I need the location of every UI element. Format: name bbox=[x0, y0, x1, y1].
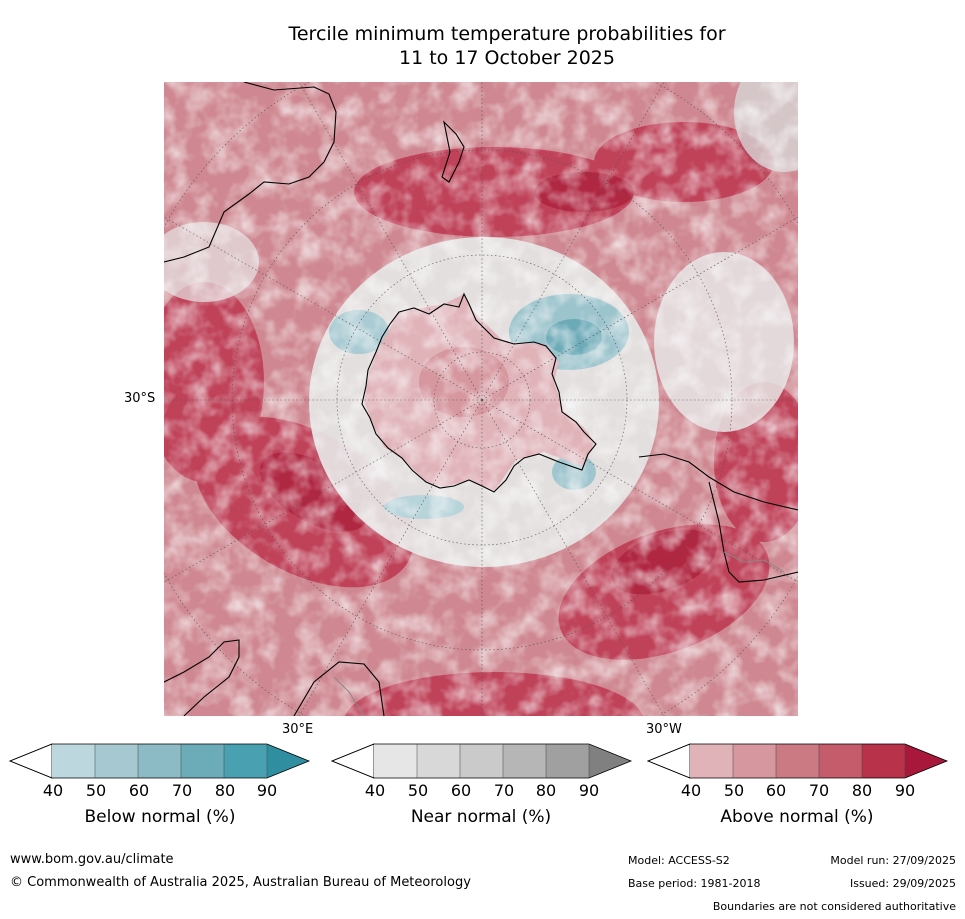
colorbar-near-segment bbox=[460, 744, 503, 778]
colorbar-above bbox=[646, 743, 949, 779]
south-america-coast bbox=[638, 453, 798, 511]
map-svg bbox=[164, 82, 798, 716]
above-tick: 60 bbox=[765, 781, 787, 800]
below-tick: 90 bbox=[256, 781, 278, 800]
near-tick: 70 bbox=[493, 781, 515, 800]
title-line-2: 11 to 17 October 2025 bbox=[399, 47, 615, 69]
below-tick: 40 bbox=[42, 781, 64, 800]
country-borders bbox=[333, 551, 785, 716]
footer-model: Model: ACCESS-S2 bbox=[628, 854, 730, 867]
colorbar-below-outline bbox=[8, 743, 311, 779]
colorbar-near-segment bbox=[374, 744, 417, 778]
colorbar-near-svg bbox=[330, 743, 633, 779]
colorbar-above-segment bbox=[690, 744, 733, 778]
colorbar-below-label: Below normal (%) bbox=[84, 807, 236, 827]
footer-issued: Issued: 29/09/2025 bbox=[849, 877, 956, 890]
new-zealand-coast bbox=[441, 120, 465, 183]
colorbar-below-svg bbox=[8, 743, 311, 779]
footer-copyright: © Commonwealth of Australia 2025, Austra… bbox=[10, 875, 471, 890]
above-tick: 40 bbox=[680, 781, 702, 800]
footer-disclaimer: Boundaries are not considered authoritat… bbox=[712, 900, 956, 913]
colorbar-near bbox=[330, 743, 633, 779]
footer-website: www.bom.gov.au/climate bbox=[10, 852, 174, 867]
colorbar-below-low-extend bbox=[8, 743, 53, 779]
colorbar-near-high-extend bbox=[589, 744, 631, 778]
colorbar-below-segment bbox=[138, 744, 181, 778]
below-tick: 70 bbox=[171, 781, 193, 800]
colorbar-below-high-extend bbox=[267, 744, 309, 778]
lon-label-30w: 30°W bbox=[646, 722, 682, 737]
near-tick: 50 bbox=[407, 781, 429, 800]
near-tick: 80 bbox=[535, 781, 557, 800]
colorbar-above-outline bbox=[646, 743, 949, 779]
colorbar-above-svg bbox=[646, 743, 949, 779]
colorbar-below-segment bbox=[52, 744, 95, 778]
colorbar-above-high-extend bbox=[905, 744, 947, 778]
colorbar-below-segment bbox=[95, 744, 138, 778]
colorbar-near-segment bbox=[417, 744, 460, 778]
colorbar-near-segment bbox=[503, 744, 546, 778]
chart-title: Tercile minimum temperature probabilitie… bbox=[0, 22, 965, 70]
colorbar-near-outline bbox=[330, 743, 633, 779]
colorbar-near-low-extend bbox=[330, 743, 375, 779]
lat-label-30s: 30°S bbox=[124, 391, 156, 406]
colorbar-above-segment bbox=[862, 744, 905, 778]
footer-model-run: Model run: 27/09/2025 bbox=[830, 854, 956, 867]
colorbar-near-segment bbox=[546, 744, 589, 778]
colorbar-above-label: Above normal (%) bbox=[720, 807, 874, 827]
colorbar-below-segment bbox=[224, 744, 267, 778]
lon-label-30e: 30°E bbox=[282, 722, 314, 737]
near-tick: 90 bbox=[578, 781, 600, 800]
below-tick: 80 bbox=[214, 781, 236, 800]
antarctica-coast bbox=[361, 292, 597, 493]
colorbar-above-segment bbox=[776, 744, 819, 778]
polar-probability-map bbox=[164, 82, 798, 716]
above-tick: 80 bbox=[851, 781, 873, 800]
colorbar-above-segment bbox=[819, 744, 862, 778]
above-tick: 70 bbox=[808, 781, 830, 800]
coastlines bbox=[164, 82, 798, 716]
above-tick: 90 bbox=[894, 781, 916, 800]
below-tick: 50 bbox=[85, 781, 107, 800]
colorbar-near-label: Near normal (%) bbox=[410, 807, 552, 827]
colorbar-below-segment bbox=[181, 744, 224, 778]
title-line-1: Tercile minimum temperature probabilitie… bbox=[288, 23, 726, 45]
footer-base-period: Base period: 1981-2018 bbox=[628, 877, 761, 890]
near-tick: 40 bbox=[364, 781, 386, 800]
graticule bbox=[164, 82, 798, 716]
australia-coast bbox=[164, 82, 337, 263]
colorbar-above-segment bbox=[733, 744, 776, 778]
colorbar-above-low-extend bbox=[646, 743, 691, 779]
below-tick: 60 bbox=[128, 781, 150, 800]
near-tick: 60 bbox=[450, 781, 472, 800]
above-tick: 50 bbox=[723, 781, 745, 800]
colorbar-below bbox=[8, 743, 311, 779]
africa-coast bbox=[164, 639, 240, 716]
